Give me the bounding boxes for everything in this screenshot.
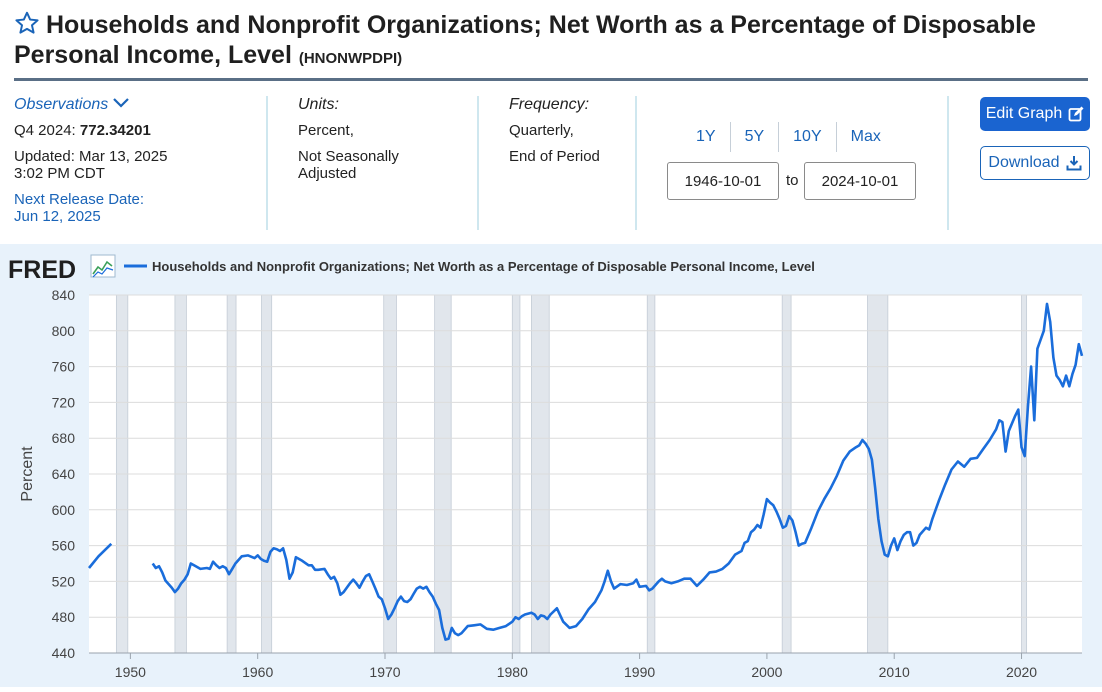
header-divider xyxy=(14,78,1088,81)
page-title: Households and Nonprofit Organizations; … xyxy=(14,10,1088,74)
latest-label: Q4 2024: xyxy=(14,122,76,139)
series-title: Households and Nonprofit Organizations; … xyxy=(14,11,1036,69)
updated-label: Updated: Mar 13, 2025 xyxy=(14,148,168,165)
y-tick-label: 840 xyxy=(52,287,76,303)
y-tick-label: 640 xyxy=(52,466,76,482)
units-line2: Not Seasonally xyxy=(298,148,399,165)
observations-panel: Observations Q4 2024: 772.34201 Updated:… xyxy=(14,96,167,225)
download-icon xyxy=(1066,156,1082,171)
series-path xyxy=(87,542,113,569)
download-button[interactable]: Download xyxy=(980,146,1090,180)
x-tick-label: 2010 xyxy=(879,664,910,680)
end-date-input[interactable]: 2024-10-01 xyxy=(804,162,916,200)
series-id: (HNONWPDPI) xyxy=(298,50,403,67)
range-max-button[interactable]: Max xyxy=(850,128,881,145)
units-line1: Percent, xyxy=(298,122,354,139)
legend-label: Households and Nonprofit Organizations; … xyxy=(152,259,815,274)
x-tick-label: 1950 xyxy=(115,664,146,680)
x-axis: 1950 1960 1970 1980 1990 2000 2010 2020 xyxy=(89,652,1082,680)
y-tick-label: 600 xyxy=(52,502,76,518)
next-release-date[interactable]: Jun 12, 2025 xyxy=(14,208,101,225)
x-tick-label: 1990 xyxy=(624,664,655,680)
frequency-line2: End of Period xyxy=(509,148,600,165)
fred-logo-text: FRED xyxy=(8,256,76,284)
chart[interactable]: FRED Households and Nonprofit Organizati… xyxy=(0,244,1102,687)
edit-graph-label: Edit Graph xyxy=(985,105,1063,122)
column-divider xyxy=(266,96,268,230)
units-heading: Units: xyxy=(298,96,339,113)
range-buttons: 1Y 5Y 10Y Max xyxy=(682,122,895,152)
frequency-panel: Frequency: Quarterly, End of Period xyxy=(509,96,600,165)
y-tick-label: 520 xyxy=(52,573,76,589)
column-divider xyxy=(947,96,949,230)
latest-observation: Q4 2024: 772.34201 xyxy=(14,122,167,139)
series-path xyxy=(151,302,1084,641)
x-tick-label: 2020 xyxy=(1006,664,1037,680)
chevron-down-icon[interactable] xyxy=(112,97,130,109)
x-tick-label: 1960 xyxy=(242,664,273,680)
y-tick-label: 480 xyxy=(52,609,76,625)
series-line xyxy=(87,302,1084,641)
range-1y-button[interactable]: 1Y xyxy=(682,122,731,152)
range-5y-button[interactable]: 5Y xyxy=(731,122,780,152)
y-tick-label: 560 xyxy=(52,538,76,554)
chart-panel: FRED Households and Nonprofit Organizati… xyxy=(0,244,1102,687)
next-release-label[interactable]: Next Release Date: xyxy=(14,191,145,208)
updated-time: 3:02 PM CDT xyxy=(14,165,105,182)
column-divider xyxy=(635,96,637,230)
y-axis: 440 480 520 560 600 640 680 720 760 800 840 xyxy=(52,287,76,661)
star-icon[interactable] xyxy=(14,10,40,36)
edit-icon xyxy=(1068,106,1084,122)
units-line3: Adjusted xyxy=(298,165,357,182)
title-area: Households and Nonprofit Organizations; … xyxy=(14,10,1088,74)
grid-lines xyxy=(89,294,1082,654)
observations-toggle[interactable]: Observations xyxy=(14,96,109,113)
range-10y-button[interactable]: 10Y xyxy=(779,122,837,152)
download-label: Download xyxy=(988,154,1060,171)
fred-logo[interactable]: FRED xyxy=(8,254,116,284)
column-divider xyxy=(477,96,479,230)
latest-value: 772.34201 xyxy=(79,122,151,139)
units-panel: Units: Percent, Not Seasonally Adjusted xyxy=(298,96,399,182)
start-date-input[interactable]: 1946-10-01 xyxy=(667,162,779,200)
edit-graph-button[interactable]: Edit Graph xyxy=(980,97,1090,131)
frequency-heading: Frequency: xyxy=(509,96,590,113)
x-tick-label: 1970 xyxy=(369,664,400,680)
y-tick-label: 800 xyxy=(52,323,76,339)
y-tick-label: 720 xyxy=(52,394,76,410)
y-tick-label: 440 xyxy=(52,645,76,661)
chart-line-icon xyxy=(90,254,116,278)
y-tick-label: 680 xyxy=(52,430,76,446)
y-axis-label: Percent xyxy=(19,446,36,502)
x-tick-label: 2000 xyxy=(751,664,782,680)
frequency-line1: Quarterly, xyxy=(509,122,574,139)
y-tick-label: 760 xyxy=(52,359,76,375)
x-tick-label: 1980 xyxy=(497,664,528,680)
to-label: to xyxy=(786,172,799,189)
